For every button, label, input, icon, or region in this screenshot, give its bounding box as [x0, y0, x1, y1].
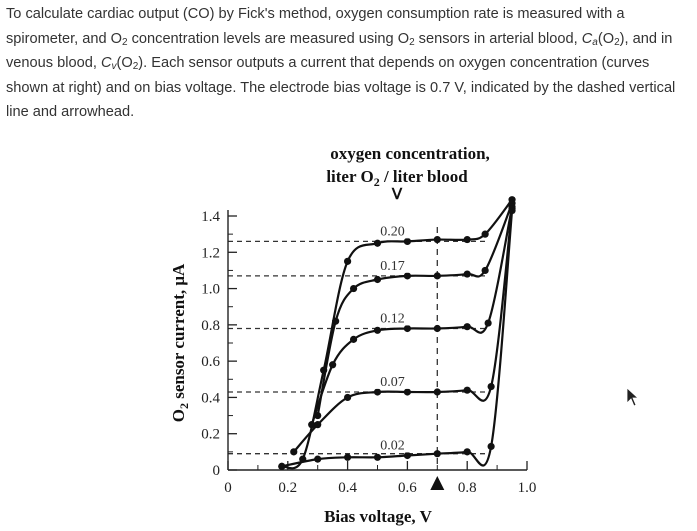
data-point — [314, 421, 322, 429]
data-point — [463, 448, 471, 456]
data-point — [344, 257, 352, 265]
intro-text-3: sensors in arterial blood, — [414, 30, 582, 47]
concentration-header-line1: oxygen concentration, — [330, 144, 490, 163]
o2-subscript: 2 — [122, 36, 128, 48]
curve-0.02 — [281, 210, 514, 468]
data-point — [314, 455, 322, 463]
data-point — [308, 421, 316, 429]
sensor-current-chart: oxygen concentration, liter O2 / liter b… — [169, 144, 640, 526]
x-tick-label: 1.0 — [518, 480, 537, 496]
curve-label: 0.20 — [380, 224, 405, 239]
curve-label-background — [372, 435, 413, 453]
data-point — [484, 319, 492, 327]
y-tick-label: 1.4 — [201, 209, 220, 225]
data-point — [463, 270, 471, 278]
y-tick-label: 0.2 — [201, 427, 220, 443]
data-point — [487, 382, 495, 391]
y-tick-label: 1.2 — [201, 245, 220, 261]
y-tick-label: 0 — [213, 463, 221, 479]
cv-arg-open: (O — [116, 55, 133, 72]
curve-label-background — [372, 371, 413, 389]
data-point — [349, 284, 358, 293]
data-point — [403, 388, 411, 396]
y-tick-label: 0.8 — [201, 318, 220, 334]
data-point — [463, 323, 471, 331]
y-tick-label: 0.4 — [201, 390, 220, 406]
x-tick-label: 0 — [224, 480, 232, 496]
ca-arg-close: ), — [619, 30, 629, 47]
data-point — [487, 442, 495, 451]
data-point — [332, 317, 340, 325]
o2-subscript: 2 — [132, 61, 139, 73]
bias-arrowhead-icon — [430, 476, 445, 490]
data-point — [344, 393, 352, 402]
data-point — [373, 239, 382, 247]
intro-text-5: Each sensor outputs a current that depen… — [6, 55, 676, 121]
o2-subscript: 2 — [614, 36, 620, 48]
intro-paragraph: To calculate cardiac output (CO) by Fick… — [6, 2, 694, 125]
x-tick-label: 0.2 — [278, 480, 297, 496]
curve-label: 0.02 — [380, 438, 405, 453]
y-tick-label: 1.0 — [201, 282, 220, 298]
curve-label-background — [372, 255, 413, 273]
data-point — [463, 235, 471, 244]
intro-text-2: concentration levels are measured using … — [127, 30, 410, 47]
curve-label-background — [372, 308, 413, 326]
data-point — [433, 388, 441, 396]
v-marker-icon: ᐯ — [391, 187, 403, 203]
o2-subscript: 2 — [409, 36, 415, 48]
x-tick-label: 0.6 — [398, 480, 417, 496]
data-point — [403, 237, 411, 245]
data-point — [403, 451, 411, 460]
curve-0.20 — [281, 198, 513, 470]
mouse-cursor-icon — [626, 387, 640, 407]
data-point — [433, 324, 441, 333]
data-point — [373, 275, 382, 284]
concentration-header-line2: liter O2 / liter blood — [326, 167, 468, 189]
cv-symbol: C — [100, 55, 112, 72]
ca-arg-open: (O — [597, 30, 615, 47]
data-point — [463, 386, 471, 394]
x-axis-title: Bias voltage, V — [324, 507, 433, 526]
data-point — [403, 324, 411, 333]
data-point — [373, 326, 382, 334]
data-point — [278, 462, 286, 470]
y-axis-title: O2 sensor current, μA — [169, 263, 191, 422]
cv-subscript: v — [111, 61, 117, 73]
data-point — [373, 388, 382, 396]
curve-label: 0.07 — [380, 375, 405, 390]
ca-symbol: C — [581, 30, 593, 47]
data-point — [433, 235, 441, 244]
data-point — [349, 335, 358, 343]
data-point — [344, 453, 352, 461]
data-point — [433, 272, 441, 280]
data-point — [481, 230, 489, 238]
curve-label-background — [372, 221, 413, 239]
data-point — [433, 450, 441, 458]
x-tick-label: 0.8 — [458, 480, 477, 496]
data-point — [481, 266, 489, 275]
data-point — [373, 453, 382, 461]
intro-text-4: and in venous blood, — [6, 30, 673, 72]
data-point — [329, 361, 337, 369]
data-point — [508, 206, 516, 215]
data-point — [290, 448, 298, 456]
ca-subscript: a — [592, 36, 598, 48]
curve-label: 0.12 — [380, 311, 405, 326]
curve-0.07 — [292, 208, 514, 453]
y-tick-label: 0.6 — [201, 354, 220, 370]
data-point — [403, 272, 411, 280]
cv-arg-close: ). — [138, 55, 148, 72]
x-tick-label: 0.4 — [338, 480, 357, 496]
intro-text-1: To calculate cardiac output (CO) by Fick… — [6, 6, 625, 47]
curve-label: 0.17 — [380, 259, 405, 274]
